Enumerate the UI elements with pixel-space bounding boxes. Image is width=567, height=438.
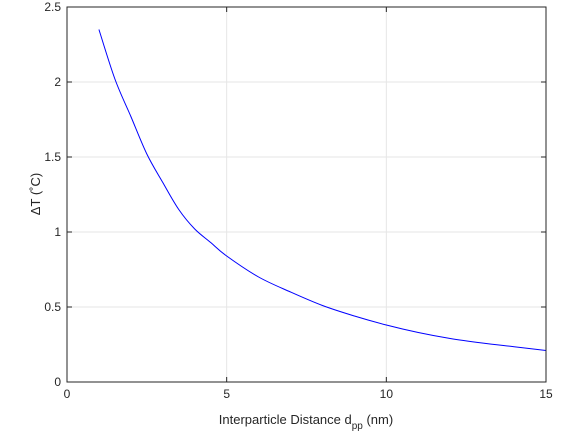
- x-tick-label: 5: [223, 387, 230, 401]
- x-tick-label: 0: [64, 387, 71, 401]
- grid: [66, 6, 547, 383]
- y-tick-label: 2: [54, 75, 61, 89]
- x-tick-label: 15: [539, 387, 553, 401]
- series-line: [98, 29, 547, 351]
- x-axis-label-subscript: pp: [352, 421, 364, 432]
- x-axis-label: Interparticle Distance dpp (nm): [219, 412, 393, 432]
- y-tick-label: 0.5: [44, 300, 61, 314]
- plot-area: [98, 29, 547, 351]
- axes: [66, 6, 547, 383]
- y-tick-label: 2.5: [44, 0, 61, 14]
- y-tick-label: 1: [54, 225, 61, 239]
- y-tick-label: 0: [54, 375, 61, 389]
- y-tick-label: 1.5: [44, 150, 61, 164]
- tick-labels: 0 5 10 15 0 0.5 1 1.5 2 2.5: [44, 0, 553, 401]
- x-tick-label: 10: [380, 387, 394, 401]
- axes-box: [66, 6, 547, 383]
- x-axis-label-unit: (nm): [363, 412, 393, 427]
- y-axis-label: ΔT (˚C): [28, 173, 43, 215]
